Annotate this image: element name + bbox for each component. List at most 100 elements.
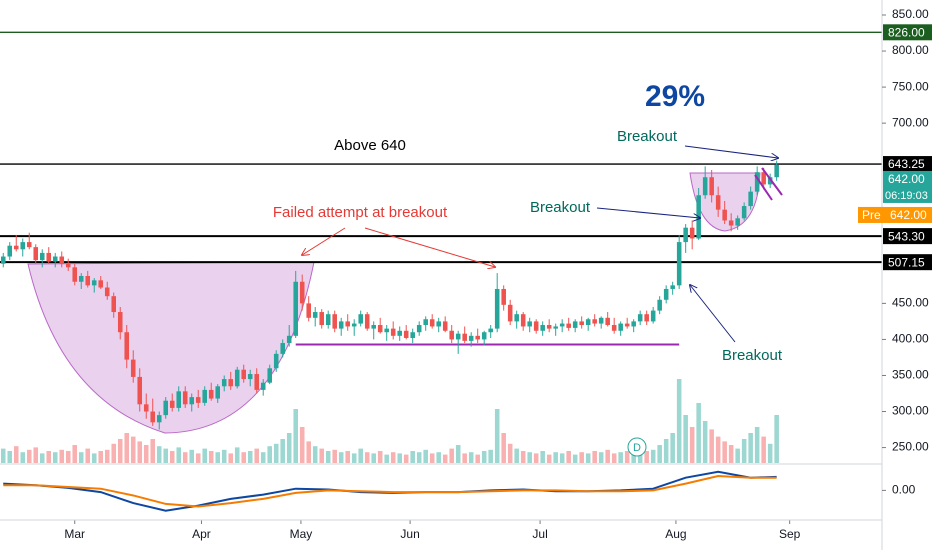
volume-bar <box>104 449 110 463</box>
candle-body <box>260 382 266 390</box>
candle-body <box>572 321 578 328</box>
volume-bar <box>449 448 454 463</box>
volume-bar <box>696 403 701 463</box>
candle-body <box>761 172 766 185</box>
x-tick-label: Aug <box>665 527 686 541</box>
x-tick-label: Mar <box>64 527 85 541</box>
volume-bar <box>403 454 409 463</box>
candle-body <box>176 391 182 408</box>
candle-body <box>208 389 214 399</box>
candle-body <box>267 368 272 383</box>
volume-bar <box>98 451 104 463</box>
volume-bar <box>13 446 19 463</box>
volume-bar <box>442 454 448 463</box>
volume-bar <box>429 453 435 463</box>
candle-body <box>520 314 526 327</box>
candle-body <box>546 325 552 329</box>
volume-bar <box>377 451 383 463</box>
y-tick-label: 750.00 <box>892 79 929 93</box>
volume-bar <box>735 448 740 463</box>
candle-body <box>676 242 682 286</box>
event-icon[interactable] <box>627 437 647 457</box>
volume-bar <box>702 421 708 463</box>
volume-bar <box>436 452 441 463</box>
volume-bar <box>182 452 188 463</box>
candle-body <box>364 314 370 329</box>
volume-bar <box>761 436 766 463</box>
price-tag <box>883 156 932 173</box>
candle-body <box>488 328 493 333</box>
candle-body <box>143 404 149 412</box>
candle-body <box>585 319 591 326</box>
volume-bar <box>390 452 396 463</box>
volume-bar <box>7 451 13 463</box>
volume-bar <box>657 445 662 463</box>
price-axis <box>882 0 932 550</box>
flag-line <box>761 167 783 196</box>
candle-body <box>137 376 143 405</box>
volume-bar <box>137 441 143 463</box>
candle-body <box>169 400 175 408</box>
candle-body <box>0 256 6 264</box>
candle-body <box>377 325 383 333</box>
candle-body <box>156 415 162 423</box>
price-tag-label: 826.00 <box>888 25 925 39</box>
candle-body <box>221 379 227 387</box>
candle-body <box>468 335 474 341</box>
volume-bar <box>312 446 318 463</box>
volume-bar <box>423 449 428 463</box>
volume-bar <box>306 441 311 463</box>
volume-bar <box>689 427 695 463</box>
volume-bar <box>26 449 32 463</box>
volume-bar <box>501 433 506 463</box>
x-tick-label: Sep <box>779 527 801 541</box>
volume-bar <box>371 453 376 463</box>
volume-bar <box>767 443 773 463</box>
candle-body <box>299 281 305 304</box>
volume-bar <box>65 451 71 463</box>
candle-body <box>754 172 760 192</box>
candle-body <box>52 256 58 262</box>
volume-bar <box>553 452 558 463</box>
candle-body <box>670 285 675 289</box>
volume-bar <box>156 446 162 463</box>
volume-bar <box>293 409 298 463</box>
volume-bar <box>384 454 389 463</box>
y-tick-label: 700.00 <box>892 115 929 129</box>
volume-bar <box>85 448 91 463</box>
volume-bar <box>397 453 402 463</box>
volume-bar <box>260 452 266 463</box>
volume-bar <box>46 451 52 463</box>
candle-body <box>163 400 169 416</box>
pre-label: 642.00 <box>890 208 927 222</box>
arrow <box>690 285 736 343</box>
candle-body <box>117 312 123 333</box>
candle-body <box>592 319 597 324</box>
volume-bar <box>488 449 493 463</box>
candle-body <box>696 195 701 239</box>
candle-body <box>449 330 454 340</box>
annotation: Breakout <box>530 199 591 216</box>
volume-bar <box>533 453 539 463</box>
candle-body <box>566 323 571 328</box>
candle-body <box>371 325 376 329</box>
candle-body <box>280 343 285 354</box>
volume-bar <box>527 452 532 463</box>
candle-body <box>475 335 480 340</box>
volume-bar <box>254 448 259 463</box>
candle-body <box>332 314 337 329</box>
volume-bar <box>722 441 727 463</box>
volume-bar <box>0 448 6 463</box>
candle-body <box>403 330 409 338</box>
candle-body <box>325 314 331 326</box>
volume-bar <box>416 452 422 463</box>
volume-bar <box>676 379 682 463</box>
x-tick-label: Jul <box>532 527 547 541</box>
y-tick-label: 400.00 <box>892 332 929 346</box>
price-tag-label: 543.30 <box>888 229 925 243</box>
candle-body <box>247 374 253 380</box>
volume-bar <box>130 436 136 463</box>
candle-body <box>624 323 630 327</box>
event-icon-label[interactable]: D <box>633 442 641 454</box>
arrow <box>684 145 778 158</box>
